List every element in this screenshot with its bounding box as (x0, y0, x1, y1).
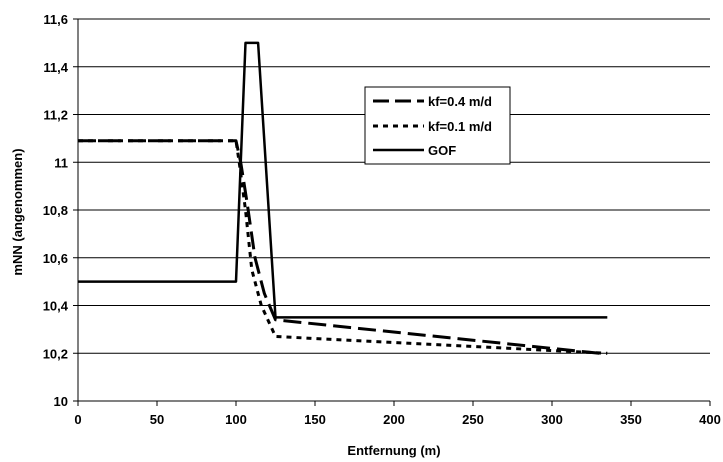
x-tick-label-7: 350 (620, 412, 642, 427)
y-tick-label-1: 10,2 (43, 346, 68, 361)
y-tick-label-4: 10,8 (43, 203, 68, 218)
y-tick-label-6: 11,2 (43, 108, 68, 123)
x-tick-label-1: 50 (150, 412, 164, 427)
y-tick-label-2: 10,4 (43, 299, 69, 314)
legend-label-kf01: kf=0.1 m/d (428, 119, 492, 134)
x-tick-label-5: 250 (462, 412, 484, 427)
tick-labels: 10 10,2 10,4 10,6 10,8 11 11,2 11,4 11,6 0 50 100 15… (43, 12, 721, 427)
x-tick-label-2: 100 (225, 412, 247, 427)
x-tick-label-3: 150 (304, 412, 326, 427)
y-tick-label-0: 10 (54, 394, 68, 409)
series-line-2 (78, 41, 608, 319)
x-tick-label-4: 200 (383, 412, 405, 427)
y-tick-label-7: 11,4 (43, 60, 68, 75)
series-line-0 (78, 139, 600, 355)
grid-lines (78, 18, 710, 354)
y-axis-title: mNN (angenommen) (10, 148, 25, 275)
x-tick-label-0: 0 (74, 412, 81, 427)
series-lines (78, 41, 608, 355)
x-axis-title: Entfernung (m) (347, 443, 440, 458)
legend: kf=0.4 m/d kf=0.1 m/d GOF (364, 86, 511, 165)
legend-label-kf04: kf=0.4 m/d (428, 94, 492, 109)
y-tick-label-8: 11,6 (43, 12, 68, 27)
series-line-1 (78, 139, 608, 355)
y-tick-label-5: 11 (54, 155, 68, 170)
y-tick-label-3: 10,6 (43, 251, 68, 266)
legend-label-gof: GOF (428, 143, 456, 158)
x-tick-label-8: 400 (699, 412, 721, 427)
x-tick-label-6: 300 (541, 412, 563, 427)
